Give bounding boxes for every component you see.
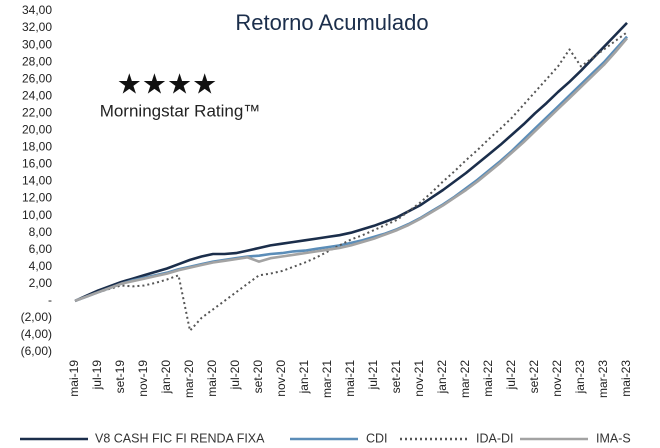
y-tick-label: 8,00 [29, 225, 53, 239]
series-line [74, 31, 628, 332]
y-tick-label: 34,00 [22, 3, 52, 17]
y-tick-label: (6,00) [21, 344, 52, 358]
series-line [74, 37, 628, 303]
rating-stars: ★★★★ [117, 68, 217, 99]
x-tick-label: mai-21 [343, 360, 357, 397]
y-tick-label: 16,00 [22, 157, 52, 171]
legend-label: V8 CASH FIC FI RENDA FIXA [95, 431, 265, 445]
x-tick-label: mar-22 [458, 360, 472, 398]
x-tick-label: jul-19 [90, 360, 104, 391]
x-tick-label: mar-20 [182, 360, 196, 398]
x-tick-label: nov-22 [550, 360, 564, 397]
y-tick-label: 18,00 [22, 140, 52, 154]
legend-label: IMA-S [596, 431, 631, 445]
x-tick-label: nov-20 [274, 360, 288, 397]
x-tick-label: jan-22 [435, 360, 449, 395]
x-tick-label: nov-21 [412, 360, 426, 397]
y-tick-label: 32,00 [22, 20, 52, 34]
y-tick-label: 22,00 [22, 105, 52, 119]
x-tick-label: jan-21 [297, 360, 311, 395]
x-tick-label: mai-19 [67, 360, 81, 397]
rating-label: Morningstar Rating™ [100, 101, 261, 120]
y-tick-label: (2,00) [21, 310, 52, 324]
x-tick-label: jul-20 [228, 360, 242, 391]
x-tick-label: mar-23 [596, 360, 610, 398]
x-tick-label: jul-21 [366, 360, 380, 391]
x-tick-label: jan-23 [573, 360, 587, 395]
y-tick-label: 10,00 [22, 208, 52, 222]
x-tick-label: jan-20 [159, 360, 173, 395]
y-tick-label: - [48, 293, 52, 307]
y-tick-label: 2,00 [29, 276, 53, 290]
x-tick-label: nov-19 [136, 360, 150, 397]
y-tick-label: (4,00) [21, 327, 52, 341]
x-tick-label: set-20 [251, 360, 265, 394]
y-tick-label: 28,00 [22, 54, 52, 68]
chart-title: Retorno Acumulado [235, 10, 428, 35]
y-tick-label: 12,00 [22, 191, 52, 205]
x-tick-label: mai-22 [481, 360, 495, 397]
legend-label: CDI [366, 431, 388, 445]
y-tick-label: 26,00 [22, 71, 52, 85]
y-tick-label: 4,00 [29, 259, 53, 273]
legend-label: IDA-DI [476, 431, 514, 445]
series-line [74, 22, 628, 303]
y-tick-label: 6,00 [29, 242, 53, 256]
x-tick-label: set-19 [113, 360, 127, 394]
x-tick-label: mai-23 [619, 360, 633, 397]
x-tick-label: set-21 [389, 360, 403, 394]
y-tick-label: 14,00 [22, 174, 52, 188]
y-tick-label: 30,00 [22, 37, 52, 51]
x-tick-label: mai-20 [205, 360, 219, 397]
x-tick-label: mar-21 [320, 360, 334, 398]
y-tick-label: 20,00 [22, 123, 52, 137]
x-tick-label: jul-22 [504, 360, 518, 391]
y-tick-label: 24,00 [22, 88, 52, 102]
x-tick-label: set-22 [527, 360, 541, 394]
